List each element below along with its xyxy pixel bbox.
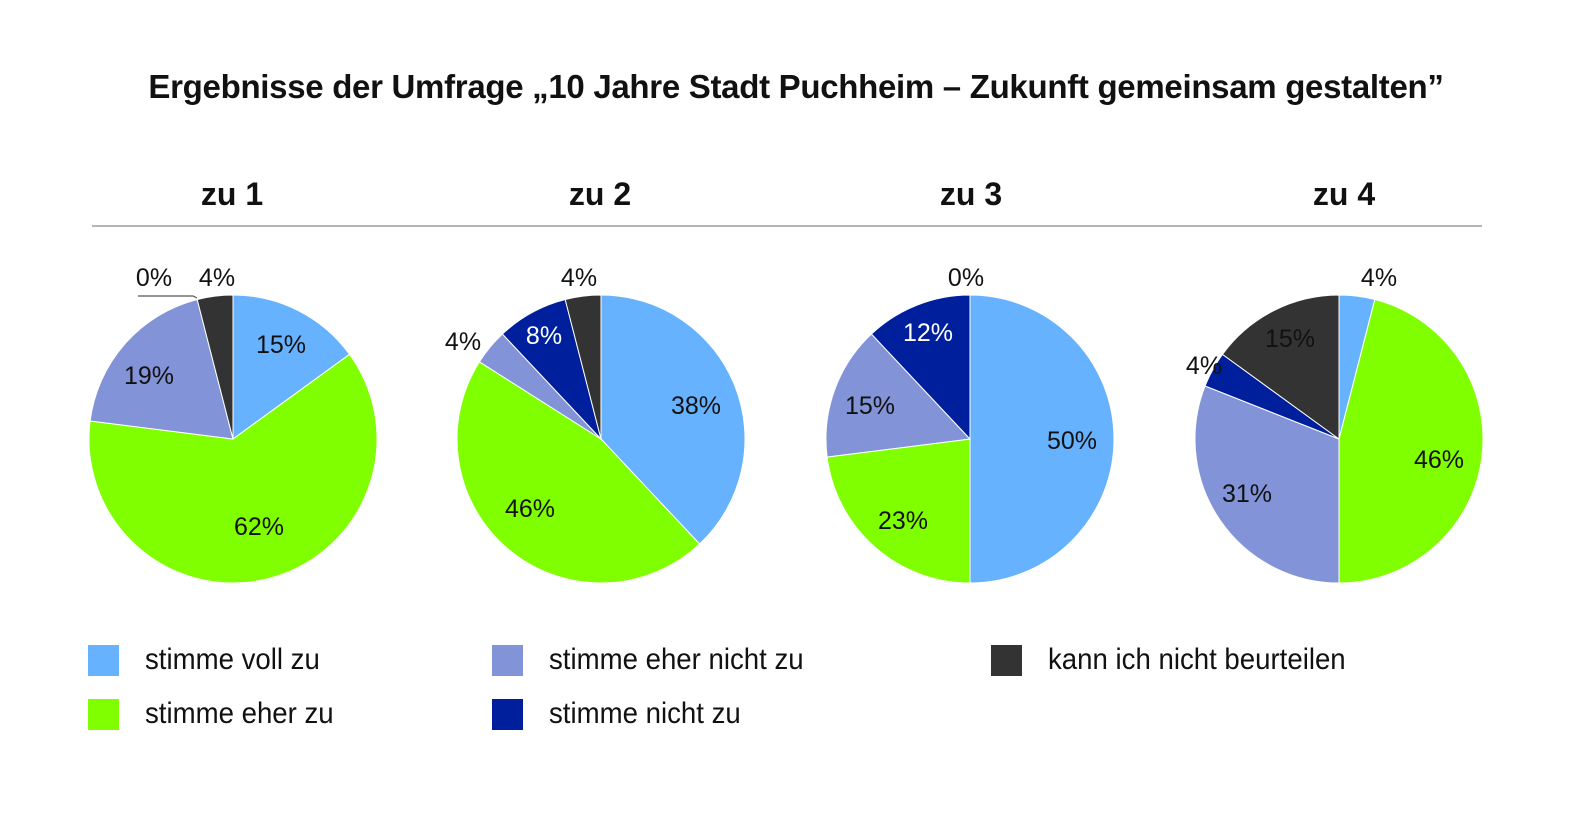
pie-slice-kann-ich-nicht-beurteilen <box>196 294 234 440</box>
legend-item-stimme-eher-zu: stimme eher zu <box>88 694 350 734</box>
pie-chart-2: 38% 46% 4% 8% 4% <box>445 264 746 584</box>
pie-slice-kann-ich-nicht-beurteilen <box>564 294 602 440</box>
data-label: 62% <box>234 513 284 541</box>
legend-label: stimme nicht zu <box>549 697 741 730</box>
legend-swatch <box>88 698 119 730</box>
data-label: 15% <box>256 331 306 359</box>
data-label: 0% <box>136 264 172 292</box>
legend-swatch <box>492 698 523 730</box>
legend-label: stimme voll zu <box>145 643 320 676</box>
data-label: 4% <box>199 264 235 292</box>
pie-slice-kann-ich-nicht-beurteilen <box>1221 294 1340 440</box>
legend-swatch <box>492 644 523 676</box>
data-label: 31% <box>1222 480 1272 508</box>
pie-title-3: zu 3 <box>939 176 1003 212</box>
data-label: 23% <box>878 507 928 535</box>
data-label: 4% <box>1361 264 1397 292</box>
pie-slice-stimme-eher-zu <box>826 438 971 584</box>
leader-line <box>138 295 198 299</box>
legend-label: stimme eher nicht zu <box>549 643 804 676</box>
pie-title-1: zu 1 <box>200 176 264 212</box>
pie-slice-stimme-eher-zu <box>88 353 378 584</box>
legend-item-stimme-eher-nicht-zu: stimme eher nicht zu <box>492 640 826 680</box>
legend-label: stimme eher zu <box>145 697 334 730</box>
legend-swatch <box>991 644 1022 676</box>
pie-slice-stimme-voll-zu <box>969 294 1115 584</box>
legend-label: kann ich nicht beurteilen <box>1048 643 1346 676</box>
header-divider <box>92 225 1482 227</box>
data-label: 8% <box>526 322 562 350</box>
data-label: 46% <box>1414 446 1464 474</box>
data-label: 46% <box>505 495 555 523</box>
pie-slice-stimme-voll-zu <box>600 294 746 545</box>
pie-chart-1: 15% 62% 19% 0% 4% <box>88 264 378 584</box>
pie-chart-4: 4% 46% 31% 4% 15% <box>1186 264 1484 584</box>
data-label: 15% <box>1265 325 1315 353</box>
data-label: 38% <box>671 392 721 420</box>
data-label: 19% <box>124 362 174 390</box>
chart-title: Ergebnisse der Umfrage „10 Jahre Stadt P… <box>148 68 1444 105</box>
legend-item-stimme-voll-zu: stimme voll zu <box>88 640 335 680</box>
data-label: 50% <box>1047 427 1097 455</box>
legend-item-stimme-nicht-zu: stimme nicht zu <box>492 694 757 734</box>
data-label: 0% <box>948 264 984 292</box>
pie-slice-stimme-eher-nicht-zu <box>825 333 972 458</box>
pie-slice-stimme-voll-zu <box>232 294 351 440</box>
data-label: 15% <box>845 392 895 420</box>
pie-title-2: zu 2 <box>568 176 632 212</box>
pie-slice-stimme-eher-zu <box>1338 298 1484 584</box>
pie-title-4: zu 4 <box>1312 176 1376 212</box>
data-label: 4% <box>445 328 481 356</box>
legend-swatch <box>88 644 119 676</box>
pie-slice-stimme-eher-nicht-zu <box>1194 385 1340 584</box>
pie-chart-3: 50% 23% 15% 12% 0% <box>825 264 1115 584</box>
legend-item-kann-ich-nicht-beurteilen: kann ich nicht beurteilen <box>991 640 1372 680</box>
pie-slice-stimme-nicht-zu <box>870 294 971 441</box>
data-label: 12% <box>903 319 953 347</box>
data-label: 4% <box>561 264 597 292</box>
pie-slice-stimme-eher-nicht-zu <box>89 298 234 440</box>
pie-slice-stimme-eher-zu <box>456 361 701 584</box>
data-label: 4% <box>1186 352 1222 380</box>
